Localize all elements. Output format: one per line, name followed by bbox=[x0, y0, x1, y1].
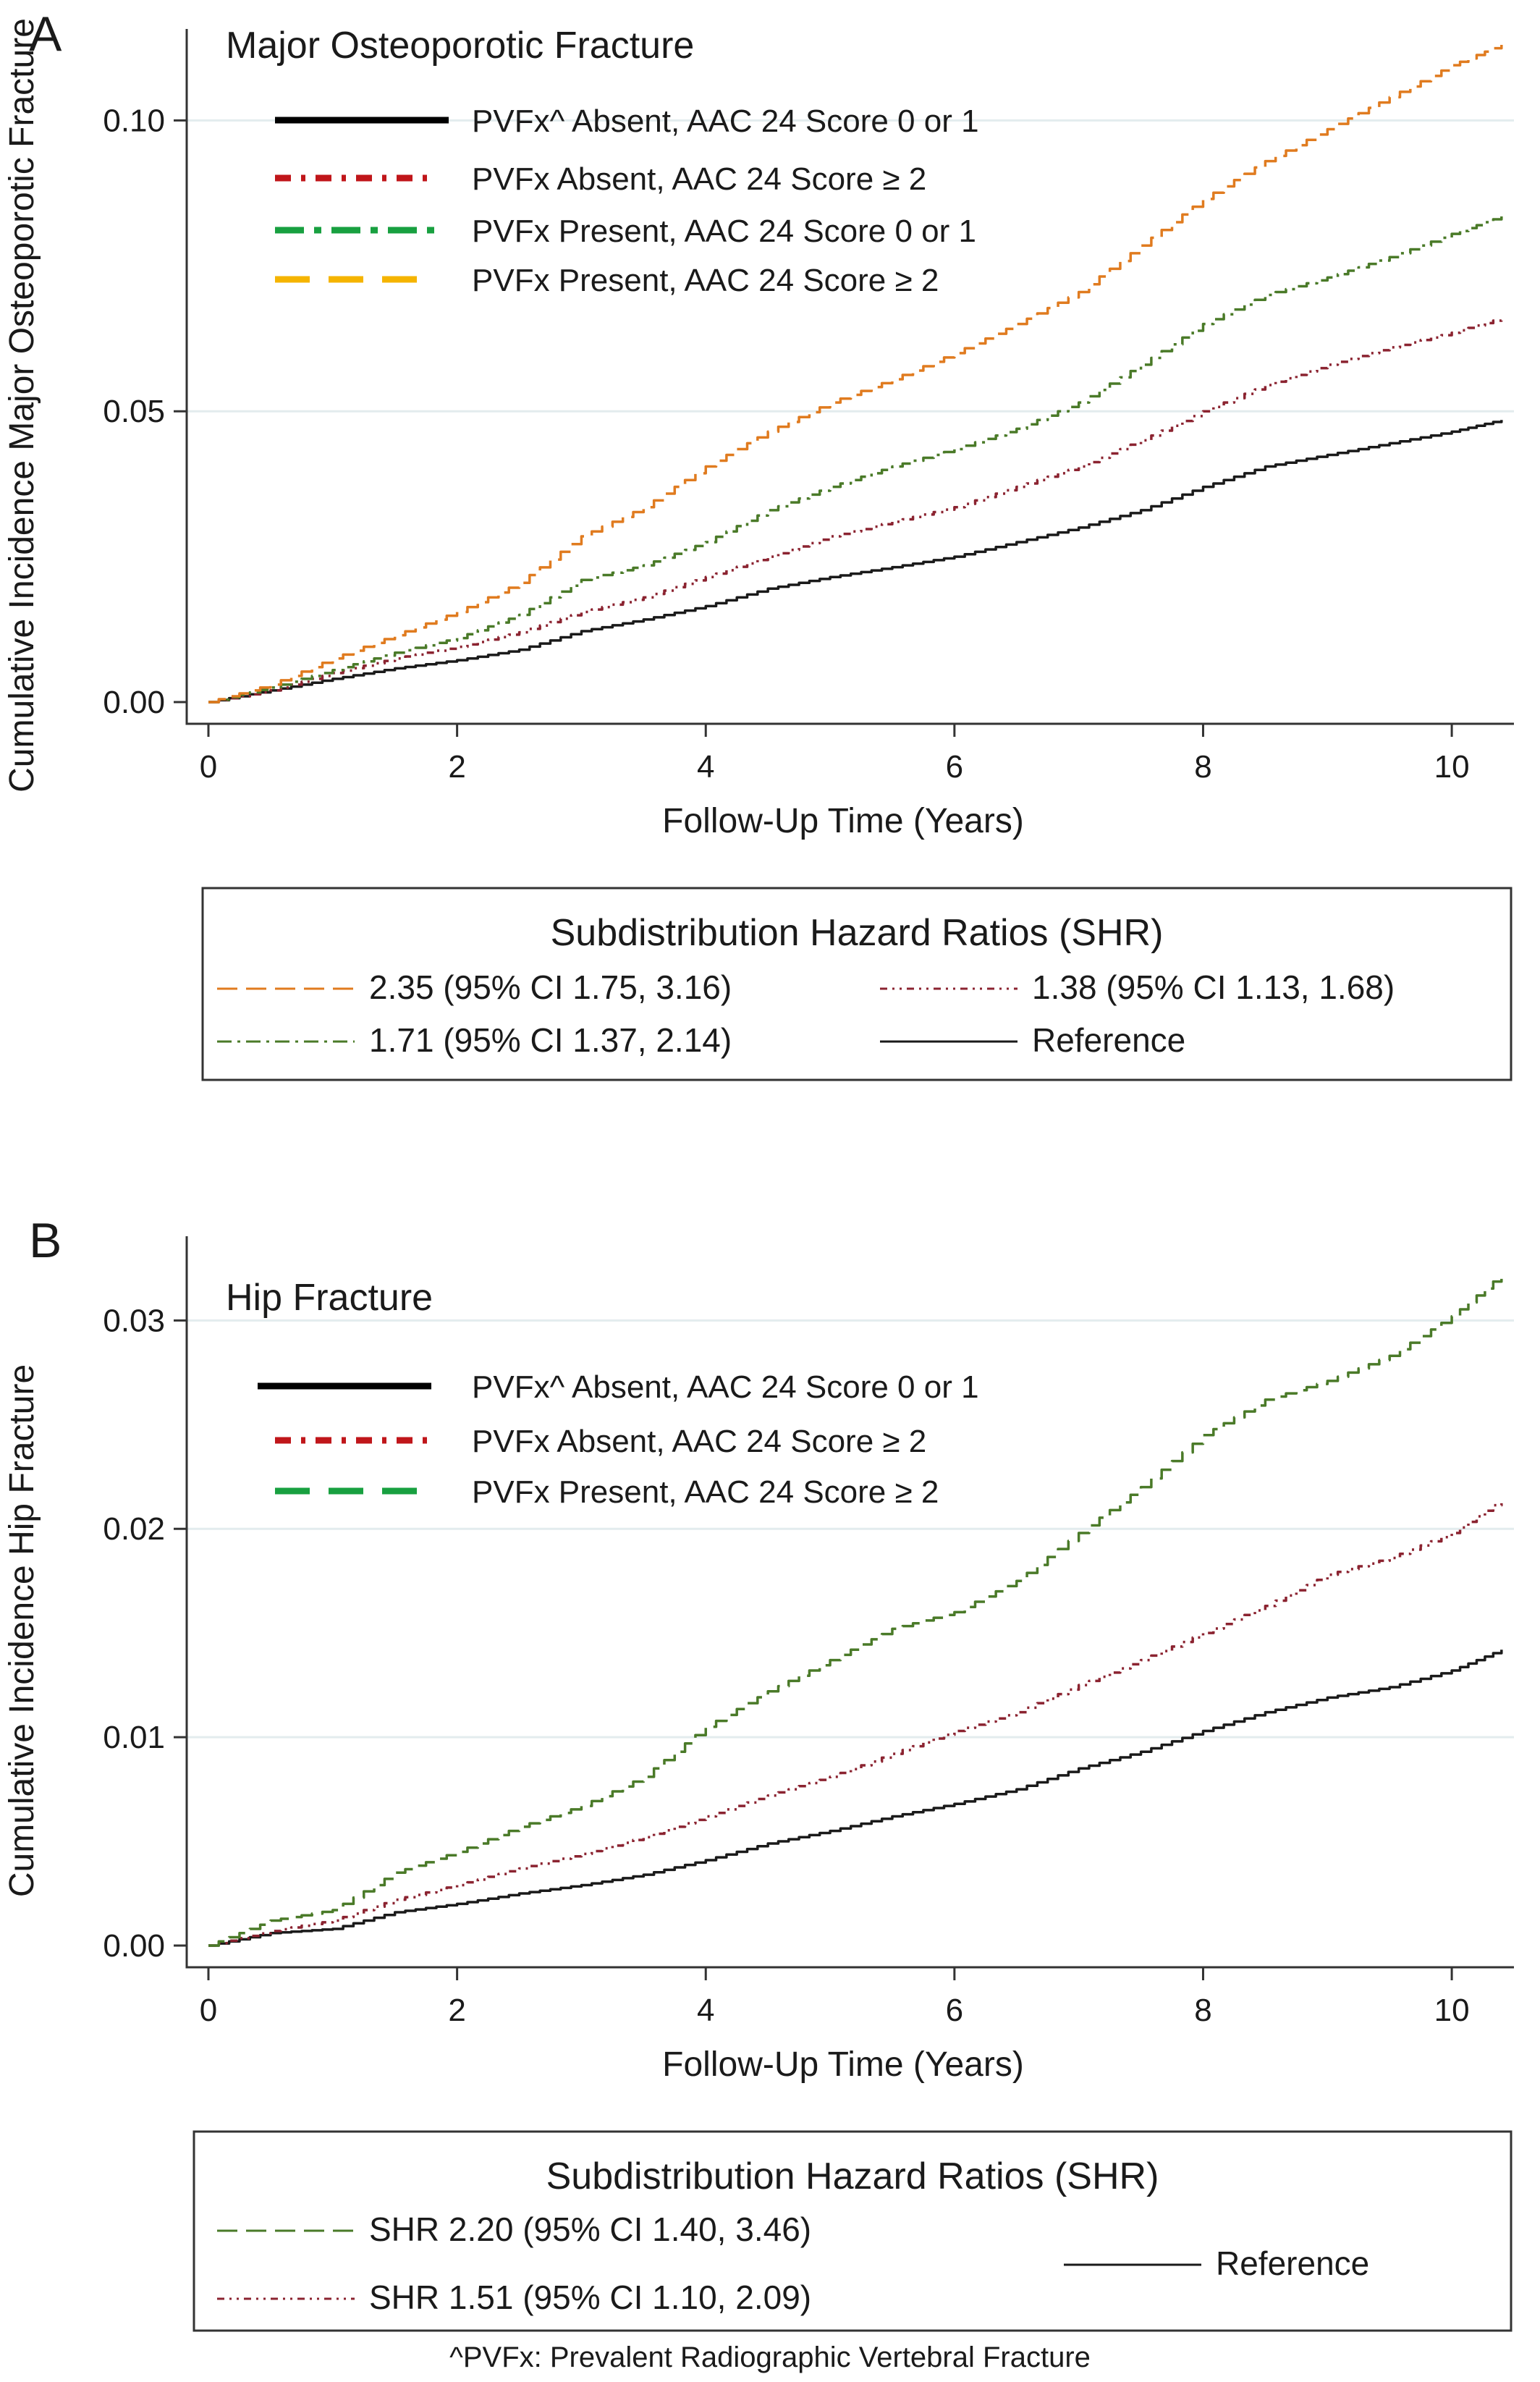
series-line-3 bbox=[208, 44, 1503, 704]
legend-label: PVFx Present, AAC 24 Score ≥ 2 bbox=[472, 263, 939, 298]
hr-legend-label: Reference bbox=[1216, 2244, 1369, 2282]
hr-legend-label: SHR 2.20 (95% CI 1.40, 3.46) bbox=[369, 2210, 811, 2248]
y-tick-label: 0.03 bbox=[103, 1303, 165, 1338]
hazard-ratio-title: Subdistribution Hazard Ratios (SHR) bbox=[546, 2155, 1159, 2197]
hazard-ratio-box bbox=[192, 2130, 1512, 2332]
panel-letter: B bbox=[29, 1213, 62, 1268]
hr-legend-label: 1.71 (95% CI 1.37, 2.14) bbox=[369, 1021, 732, 1059]
y-tick-label: 0.00 bbox=[103, 1928, 165, 1964]
panel-letter: A bbox=[29, 7, 62, 62]
y-tick-label: 0.05 bbox=[103, 394, 165, 429]
legend-label: PVFx Present, AAC 24 Score 0 or 1 bbox=[472, 214, 976, 249]
series-line-2 bbox=[208, 1275, 1503, 1947]
y-axis-label: Cumulative Incidence Hip Fracture bbox=[3, 1364, 41, 1897]
series-line-1 bbox=[208, 1499, 1503, 1947]
x-tick-label: 10 bbox=[1434, 749, 1470, 785]
series-line-1 bbox=[208, 318, 1503, 704]
x-tick-label: 0 bbox=[200, 749, 217, 785]
x-tick-label: 8 bbox=[1194, 1993, 1211, 2028]
x-tick-label: 6 bbox=[946, 1993, 963, 2028]
series-line-0 bbox=[208, 420, 1503, 704]
chart-panel-b: B 0.00 0.01 0.02 0.03 0 2 4 6 8 10 Follow-Up Time (… bbox=[3, 1213, 1514, 2332]
hazard-ratio-box bbox=[201, 887, 1512, 1081]
chart-panel-a: A 0.00 0.05 0.10 0 2 4 6 8 10 Follow-Up Time (Year… bbox=[3, 7, 1514, 1081]
y-tick-label: 0.01 bbox=[103, 1720, 165, 1755]
legend-label: PVFx Absent, AAC 24 Score ≥ 2 bbox=[472, 1424, 926, 1459]
x-tick-label: 8 bbox=[1194, 749, 1211, 785]
legend-label: PVFx^ Absent, AAC 24 Score 0 or 1 bbox=[472, 104, 979, 139]
y-tick-label: 0.00 bbox=[103, 685, 165, 720]
x-tick-label: 0 bbox=[200, 1993, 217, 2028]
hr-legend-label: SHR 1.51 (95% CI 1.10, 2.09) bbox=[369, 2278, 811, 2316]
legend-label: PVFx Present, AAC 24 Score ≥ 2 bbox=[472, 1474, 939, 1510]
hr-legend-label: 1.38 (95% CI 1.13, 1.68) bbox=[1032, 968, 1395, 1006]
x-tick-label: 2 bbox=[448, 1993, 465, 2028]
footnote: ^PVFx: Prevalent Radiographic Vertebral … bbox=[449, 2341, 1091, 2373]
x-tick-label: 6 bbox=[946, 749, 963, 785]
y-tick-label: 0.10 bbox=[103, 103, 165, 138]
legend-label: PVFx^ Absent, AAC 24 Score 0 or 1 bbox=[472, 1369, 979, 1405]
hr-legend-label: 2.35 (95% CI 1.75, 3.16) bbox=[369, 968, 732, 1006]
legend-label: PVFx Absent, AAC 24 Score ≥ 2 bbox=[472, 161, 926, 197]
x-axis-label: Follow-Up Time (Years) bbox=[662, 2045, 1024, 2084]
x-tick-label: 4 bbox=[697, 1993, 714, 2028]
hr-legend-label: Reference bbox=[1032, 1021, 1185, 1059]
series-line-2 bbox=[208, 216, 1503, 704]
chart-title: Major Osteoporotic Fracture bbox=[226, 25, 694, 67]
axis-lines bbox=[185, 29, 1514, 725]
x-tick-label: 2 bbox=[448, 749, 465, 785]
hazard-ratio-title: Subdistribution Hazard Ratios (SHR) bbox=[551, 912, 1164, 954]
y-axis-label: Cumulative Incidence Major Osteoporotic … bbox=[3, 18, 41, 793]
x-tick-label: 10 bbox=[1434, 1993, 1470, 2028]
x-tick-label: 4 bbox=[697, 749, 714, 785]
axis-lines bbox=[185, 1236, 1514, 1969]
y-tick-label: 0.02 bbox=[103, 1511, 165, 1547]
series-line-0 bbox=[208, 1650, 1503, 1947]
x-axis-label: Follow-Up Time (Years) bbox=[662, 802, 1024, 840]
chart-title: Hip Fracture bbox=[226, 1277, 433, 1319]
